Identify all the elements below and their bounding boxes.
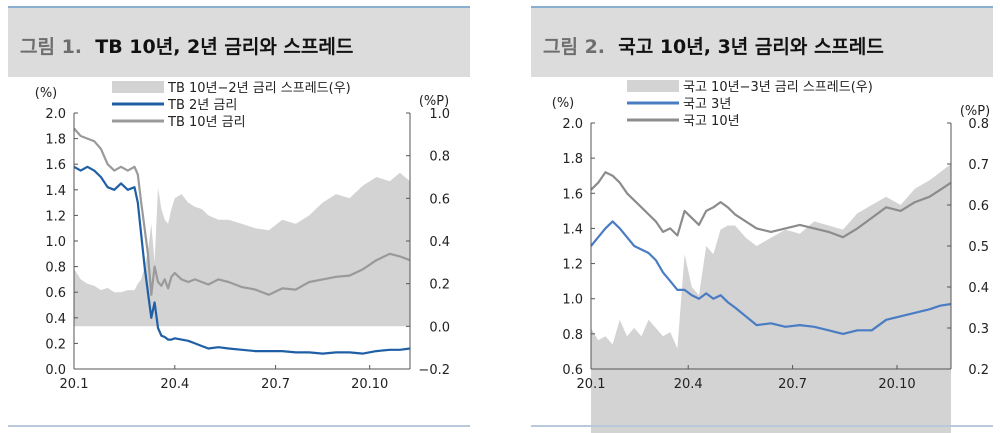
left-tick-label: 1.4 bbox=[45, 184, 66, 199]
chart-title-text: TB 10년, 2년 금리와 스프레드 bbox=[95, 36, 354, 58]
right-tick-label: 0.6 bbox=[429, 192, 450, 207]
figure-label: 그림 1. bbox=[20, 36, 83, 58]
line-series-2 bbox=[73, 127, 411, 296]
bottom-rule bbox=[8, 425, 470, 427]
left-tick-label: 0.8 bbox=[562, 328, 583, 343]
legend-label: TB 10년−2년 금리 스프레드(우) bbox=[167, 81, 351, 96]
left-tick-label: 1.6 bbox=[45, 158, 66, 173]
x-tick-label: 20.10 bbox=[351, 377, 388, 392]
x-tick-label: 20.10 bbox=[878, 377, 915, 392]
left-tick-label: 0.6 bbox=[45, 286, 66, 301]
right-tick-label: 0.8 bbox=[968, 117, 989, 132]
right-tick-label: 0.2 bbox=[429, 278, 450, 293]
line-series-1 bbox=[590, 220, 952, 335]
x-tick-label: 20.4 bbox=[674, 377, 703, 392]
left-tick-label: 0.0 bbox=[45, 363, 66, 378]
x-tick-label: 20.7 bbox=[261, 377, 290, 392]
legend-label: TB 10년 금리 bbox=[167, 115, 246, 130]
line-series-2 bbox=[590, 171, 952, 239]
left-tick-label: 1.0 bbox=[562, 293, 583, 308]
right-tick-label: 0.2 bbox=[968, 363, 989, 378]
chart-panel-1: 그림 1. TB 10년, 2년 금리와 스프레드 0.0 0.2 0.4 0.6 0.… bbox=[8, 0, 470, 433]
right-tick-label: 0.0 bbox=[429, 320, 450, 335]
chart-title: 그림 1. TB 10년, 2년 금리와 스프레드 bbox=[20, 32, 353, 59]
chart-title-text: 국고 10년, 3년 금리와 스프레드 bbox=[618, 36, 884, 58]
chart-panel-2: 그림 2. 국고 10년, 3년 금리와 스프레드 0.6 0.8 1.0 1.2 1.… bbox=[531, 0, 993, 433]
right-unit-label: (%P) bbox=[960, 104, 990, 119]
figure-label: 그림 2. bbox=[543, 36, 606, 58]
right-tick-label: 0.6 bbox=[968, 199, 989, 214]
left-tick-label: 0.2 bbox=[45, 337, 66, 352]
spread-area-series bbox=[591, 164, 951, 433]
right-unit-label: (%P) bbox=[419, 94, 449, 109]
x-tick-label: 20.4 bbox=[160, 377, 189, 392]
bottom-rule bbox=[531, 425, 993, 427]
chart-svg: 0.0 0.2 0.4 0.6 0.8 1.0 1.2 1.4 1.6 1.8 2.0 −0.2 0.0… bbox=[35, 81, 450, 392]
title-bar: 그림 1. TB 10년, 2년 금리와 스프레드 bbox=[8, 8, 470, 77]
x-tick-label: 20.1 bbox=[60, 377, 89, 392]
line-series-1 bbox=[73, 165, 411, 355]
legend-label: 국고 3년 bbox=[683, 97, 731, 112]
chart-svg: 0.6 0.8 1.0 1.2 1.4 1.6 1.8 2.0 0.2 0.3 0.4 0.5 0.6 0… bbox=[552, 80, 990, 433]
left-tick-label: 1.4 bbox=[562, 222, 583, 237]
right-tick-label: 0.3 bbox=[968, 322, 989, 337]
left-tick-label: 0.8 bbox=[45, 261, 66, 276]
left-tick-label: 1.2 bbox=[562, 258, 583, 273]
legend-swatch-area bbox=[112, 81, 164, 93]
x-tick-label: 20.1 bbox=[577, 377, 606, 392]
left-unit-label: (%) bbox=[552, 96, 575, 111]
right-tick-label: 0.7 bbox=[968, 158, 989, 173]
left-unit-label: (%) bbox=[35, 86, 58, 101]
left-tick-label: 0.6 bbox=[562, 363, 583, 378]
left-tick-label: 1.0 bbox=[45, 235, 66, 250]
right-tick-label: 0.4 bbox=[968, 281, 989, 296]
legend-swatch-area bbox=[627, 80, 679, 92]
top-rule bbox=[8, 6, 470, 8]
top-rule bbox=[531, 6, 993, 8]
left-tick-label: 0.4 bbox=[45, 312, 66, 327]
left-tick-label: 1.8 bbox=[562, 152, 583, 167]
legend-label: 국고 10년 bbox=[683, 114, 740, 129]
right-tick-label: −0.2 bbox=[418, 363, 450, 378]
right-tick-label: 1.0 bbox=[429, 107, 450, 122]
right-tick-label: 0.4 bbox=[429, 235, 450, 250]
left-tick-label: 2.0 bbox=[45, 107, 66, 122]
left-tick-label: 1.2 bbox=[45, 209, 66, 224]
legend-label: TB 2년 금리 bbox=[167, 98, 237, 113]
legend-label: 국고 10년−3년 금리 스프레드(우) bbox=[683, 80, 873, 95]
title-bar: 그림 2. 국고 10년, 3년 금리와 스프레드 bbox=[531, 8, 993, 77]
spread-area-series bbox=[74, 172, 410, 327]
right-tick-label: 0.5 bbox=[968, 240, 989, 255]
chart-title: 그림 2. 국고 10년, 3년 금리와 스프레드 bbox=[543, 32, 884, 59]
left-tick-label: 1.8 bbox=[45, 133, 66, 148]
left-tick-label: 2.0 bbox=[562, 117, 583, 132]
right-tick-label: 0.8 bbox=[429, 150, 450, 165]
left-tick-label: 1.6 bbox=[562, 187, 583, 202]
x-tick-label: 20.7 bbox=[778, 377, 807, 392]
